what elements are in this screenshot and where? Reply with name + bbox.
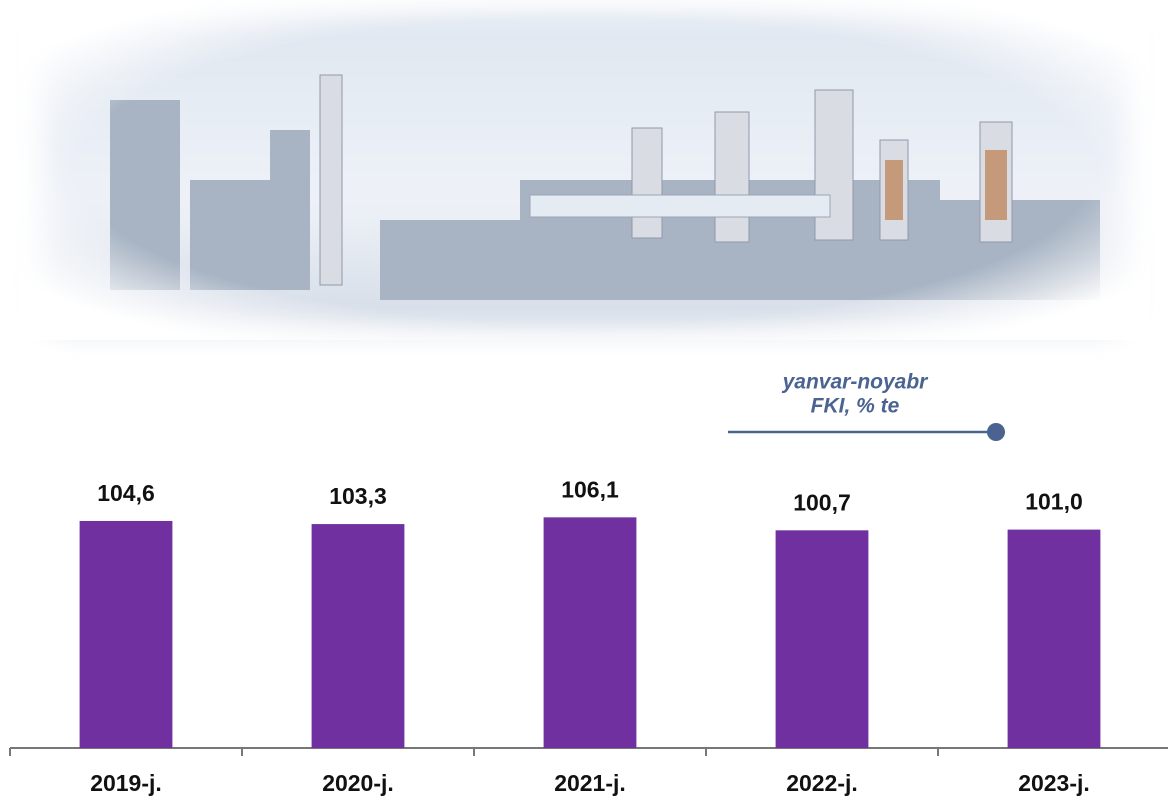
annotation: FKI, % te xyxy=(811,395,900,418)
x-tick-label: 2020-j. xyxy=(322,770,394,796)
value-label: 103,3 xyxy=(329,483,387,509)
bar xyxy=(775,530,869,748)
x-tick-label: 2021-j. xyxy=(554,770,626,796)
value-label: 106,1 xyxy=(561,476,619,502)
x-tick-label: 2019-j. xyxy=(90,770,162,796)
bar xyxy=(79,520,173,748)
value-label: 104,6 xyxy=(97,480,155,506)
bar xyxy=(543,517,637,748)
bar xyxy=(311,524,405,748)
x-tick-label: 2022-j. xyxy=(786,770,858,796)
annotation-dot xyxy=(987,423,1005,441)
legend-annotation xyxy=(728,423,1005,441)
x-tick-label: 2023-j. xyxy=(1018,770,1090,796)
factory-image xyxy=(20,0,1150,340)
value-label: 101,0 xyxy=(1025,489,1083,515)
bar xyxy=(1007,529,1101,748)
value-label: 100,7 xyxy=(793,489,851,515)
annotation: yanvar-noyabr xyxy=(782,371,930,394)
